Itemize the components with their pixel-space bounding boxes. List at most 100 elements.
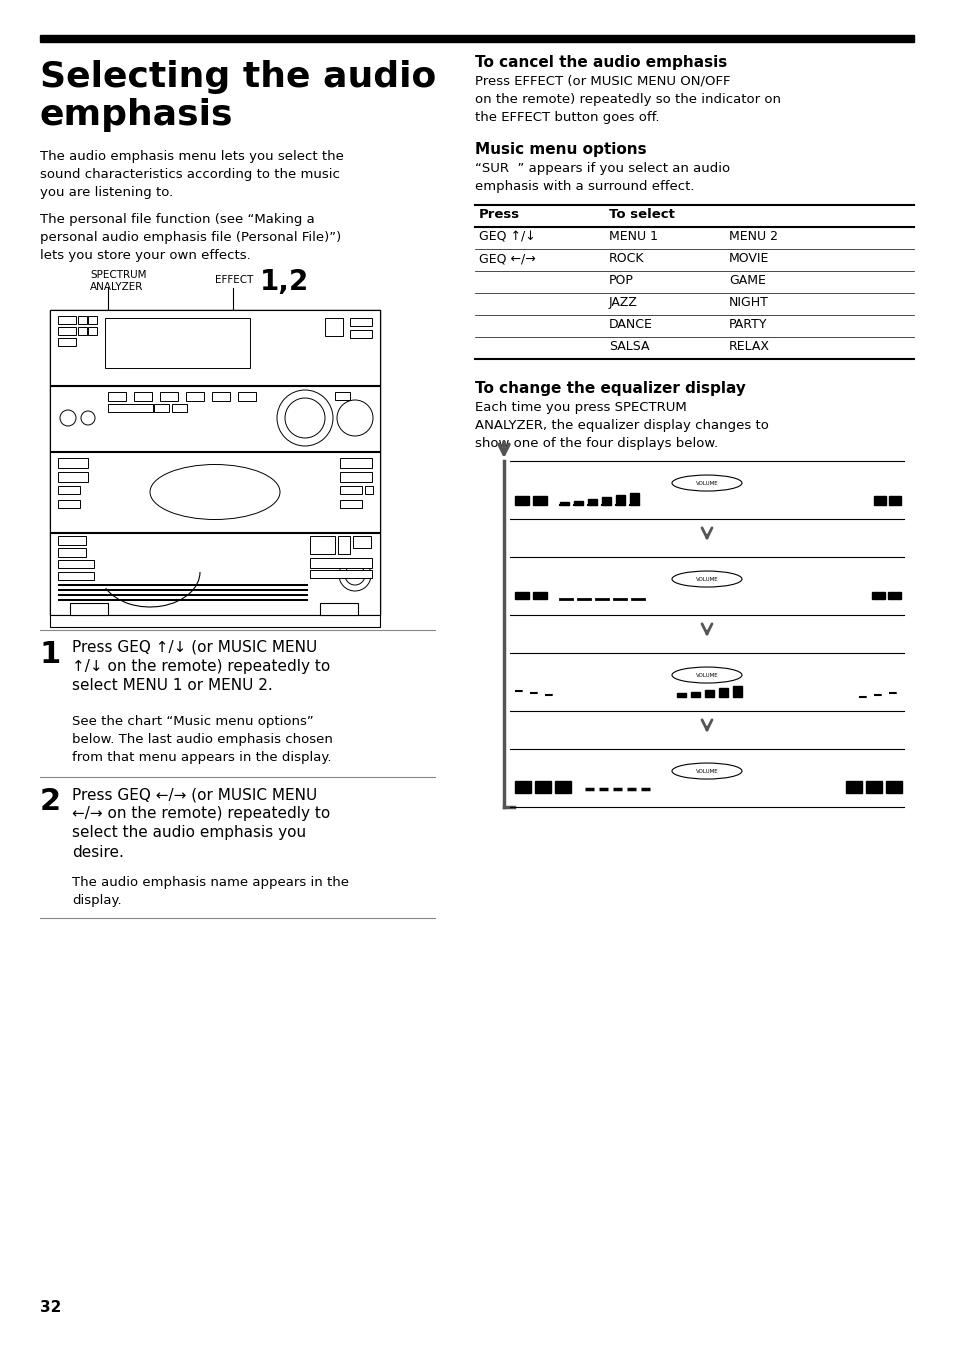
Text: See the chart “Music menu options”
below. The last audio emphasis chosen
from th: See the chart “Music menu options” below… (71, 715, 333, 764)
Bar (350, 331, 372, 337)
Bar (690, 691, 700, 696)
Bar (339, 486, 361, 495)
Text: Press: Press (478, 209, 519, 221)
Ellipse shape (671, 476, 741, 491)
Bar (533, 592, 546, 599)
Text: The audio emphasis name appears in the
display.: The audio emphasis name appears in the d… (71, 875, 349, 906)
Bar (325, 318, 343, 336)
Text: MENU 2: MENU 2 (728, 230, 778, 243)
Bar (153, 404, 169, 412)
Bar (335, 392, 350, 400)
Text: Music menu options: Music menu options (475, 142, 646, 157)
Bar (78, 327, 87, 335)
Bar (50, 310, 379, 615)
Text: PARTY: PARTY (728, 318, 767, 331)
Bar (58, 593, 308, 596)
Text: Press EFFECT (or MUSIC MENU ON/OFF
on the remote) repeatedly so the indicator on: Press EFFECT (or MUSIC MENU ON/OFF on th… (475, 75, 781, 125)
Ellipse shape (150, 465, 280, 519)
Bar (310, 558, 372, 568)
Text: RELAX: RELAX (728, 340, 769, 354)
Bar (337, 537, 350, 554)
Text: “SUR  ” appears if you select an audio
emphasis with a surround effect.: “SUR ” appears if you select an audio em… (475, 163, 729, 192)
Text: Press GEQ ↑/↓ (or MUSIC MENU
↑/↓ on the remote) repeatedly to
select MENU 1 or M: Press GEQ ↑/↓ (or MUSIC MENU ↑/↓ on the … (71, 640, 330, 694)
Text: The audio emphasis menu lets you select the
sound characteristics according to t: The audio emphasis menu lets you select … (40, 150, 343, 199)
Bar (574, 500, 582, 504)
Text: 1,2: 1,2 (260, 268, 309, 295)
Bar (559, 501, 568, 504)
Bar (616, 495, 624, 504)
Text: To cancel the audio emphasis: To cancel the audio emphasis (475, 56, 726, 70)
Text: EFFECT: EFFECT (214, 275, 253, 285)
Bar (339, 500, 361, 508)
Circle shape (60, 411, 76, 425)
Bar (160, 392, 178, 401)
Bar (40, 35, 913, 42)
Bar (887, 592, 900, 599)
Text: VOLUME: VOLUME (695, 576, 718, 581)
Text: Each time you press SPECTRUM
ANALYZER, the equalizer display changes to
show one: Each time you press SPECTRUM ANALYZER, t… (475, 401, 768, 450)
Bar (885, 780, 901, 793)
Ellipse shape (671, 667, 741, 683)
Text: SALSA: SALSA (608, 340, 649, 354)
Bar (677, 692, 685, 696)
Bar (704, 690, 713, 696)
Bar (515, 496, 529, 504)
Bar (88, 316, 97, 324)
Text: Selecting the audio: Selecting the audio (40, 60, 436, 93)
Bar (58, 316, 76, 324)
Bar (339, 458, 372, 467)
Text: GAME: GAME (728, 274, 765, 287)
Bar (587, 499, 597, 504)
Bar (58, 537, 86, 545)
Bar (555, 780, 571, 793)
Bar (50, 386, 379, 451)
Bar (601, 496, 610, 504)
Bar (58, 589, 308, 591)
Bar (50, 453, 379, 533)
Bar (58, 500, 80, 508)
Bar (78, 316, 87, 324)
Bar (58, 547, 86, 557)
Circle shape (345, 565, 365, 585)
Text: MOVIE: MOVIE (728, 252, 768, 266)
Text: SPECTRUM
ANALYZER: SPECTRUM ANALYZER (90, 270, 147, 293)
Bar (105, 318, 250, 369)
Bar (186, 392, 204, 401)
Text: 2: 2 (40, 787, 61, 816)
Text: MENU 1: MENU 1 (608, 230, 658, 243)
Circle shape (338, 560, 371, 591)
Bar (845, 780, 862, 793)
Bar (58, 572, 94, 580)
Bar (339, 472, 372, 482)
Bar (515, 592, 529, 599)
Bar (888, 496, 900, 504)
Circle shape (81, 411, 95, 425)
Bar (58, 584, 308, 585)
Text: The personal file function (see “Making a
personal audio emphasis file (Personal: The personal file function (see “Making … (40, 213, 341, 262)
Text: GEQ ↑/↓: GEQ ↑/↓ (478, 230, 536, 243)
Bar (350, 318, 372, 327)
Text: DANCE: DANCE (608, 318, 652, 331)
Bar (70, 603, 108, 615)
Text: NIGHT: NIGHT (728, 295, 768, 309)
Bar (310, 570, 372, 579)
Bar (108, 404, 152, 412)
Bar (58, 599, 308, 602)
Bar (310, 537, 335, 554)
Bar (212, 392, 230, 401)
Text: POP: POP (608, 274, 633, 287)
Text: ROCK: ROCK (608, 252, 644, 266)
Bar (732, 686, 741, 696)
Ellipse shape (671, 763, 741, 779)
Bar (237, 392, 255, 401)
Bar (533, 496, 546, 504)
Bar (353, 537, 371, 547)
Bar (172, 404, 187, 412)
Bar (58, 337, 76, 346)
Text: VOLUME: VOLUME (695, 672, 718, 678)
Circle shape (285, 398, 325, 438)
Text: VOLUME: VOLUME (695, 481, 718, 485)
Circle shape (336, 400, 373, 436)
Text: To select: To select (608, 209, 674, 221)
Text: JAZZ: JAZZ (608, 295, 638, 309)
